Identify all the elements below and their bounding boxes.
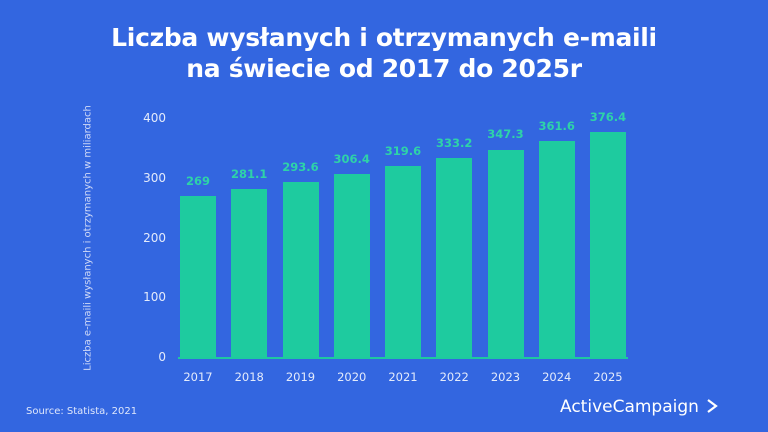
title-line-1: Liczba wysłanych i otrzymanych e-maili	[111, 23, 657, 52]
title-line-2: na świecie od 2017 do 2025r	[186, 54, 582, 83]
y-tick-label: 0	[158, 350, 166, 364]
chart-title: Liczba wysłanych i otrzymanych e-maili n…	[0, 22, 768, 84]
bar-value-label: 347.3	[487, 127, 524, 142]
y-tick-label: 400	[143, 111, 166, 125]
bar-2021	[385, 166, 421, 357]
x-tick-label: 2022	[439, 370, 469, 384]
x-tick-label: 2021	[388, 370, 418, 384]
bar-value-label: 306.4	[333, 151, 370, 166]
x-tick-label: 2025	[593, 370, 623, 384]
x-tick-label: 2020	[337, 370, 367, 384]
x-tick-label: 2024	[542, 370, 572, 384]
bar-2023	[487, 149, 524, 357]
bar-value-label: 319.6	[384, 144, 422, 159]
source-note: Source: Statista, 2021	[26, 406, 138, 417]
y-tick-label: 200	[143, 230, 166, 245]
y-axis-label: Liczba e-maili wysłanych i otrzymanych w…	[82, 105, 94, 371]
x-tick-label: 2017	[183, 370, 213, 384]
bar-value-label: 293.6	[282, 159, 319, 174]
bar-2022	[436, 157, 473, 357]
brand-logo: ActiveCampaign	[560, 397, 719, 417]
bar-value-label: 361.6	[538, 118, 575, 133]
chevron-right-icon	[704, 397, 719, 417]
x-axis-line	[178, 357, 628, 359]
plot-area	[178, 118, 628, 357]
bar-value-label: 281.1	[231, 167, 268, 182]
bar-value-label: 333.2	[436, 135, 473, 150]
bar-2024	[538, 140, 575, 357]
bar-2020	[333, 173, 370, 357]
y-tick-label: 100	[143, 290, 166, 305]
bar-2019	[282, 181, 319, 357]
bar-2017	[180, 196, 216, 357]
bar-2018	[231, 189, 268, 357]
x-tick-label: 2019	[285, 370, 316, 384]
x-tick-label: 2023	[490, 370, 521, 384]
x-tick-label: 2018	[234, 370, 264, 384]
y-tick-label: 300	[143, 170, 166, 185]
bar-2025	[590, 132, 626, 357]
bar-value-label: 376.4	[589, 110, 627, 125]
bar-value-label: 269	[185, 174, 210, 189]
brand-name: ActiveCampaign	[560, 397, 699, 417]
